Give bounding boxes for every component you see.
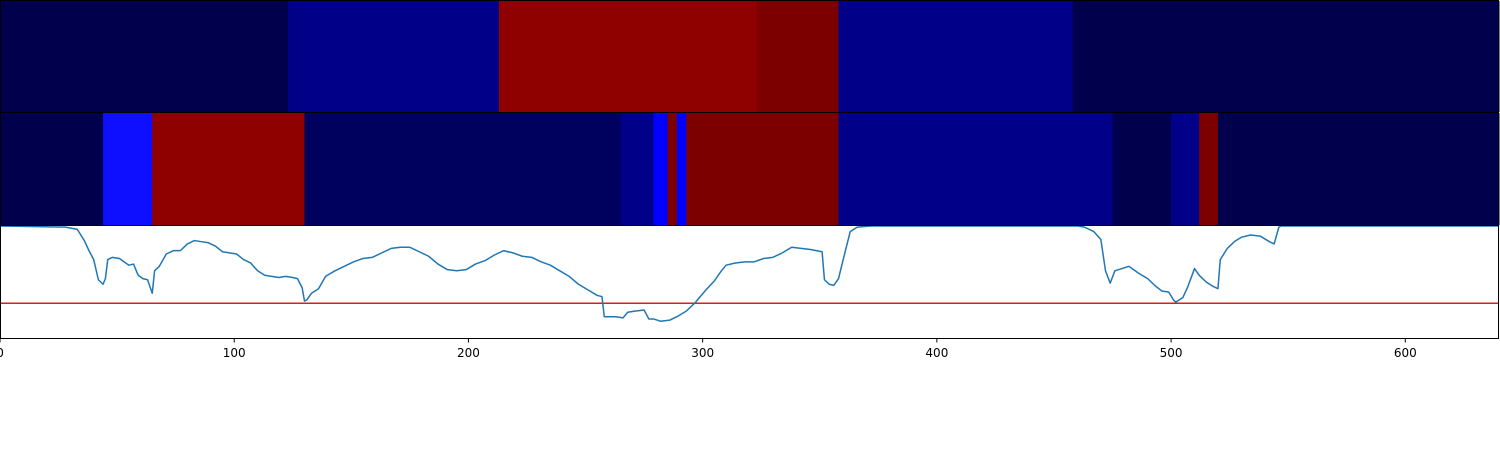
heatmap-segment-row1-12 [1199,113,1219,225]
heatmap-row-top [0,1,1500,112]
heatmap-segment-row1-5 [653,113,669,225]
heatmap-segment-row0-2 [498,1,758,112]
heatmap-segment-row0-5 [1072,1,1500,112]
heatmap-segment-row1-8 [686,113,840,225]
x-tick-label-400: 400 [925,346,948,360]
x-tick-label-500: 500 [1160,346,1183,360]
heatmap-segment-row0-4 [838,1,1074,112]
heatmap-segment-row0-3 [756,1,840,112]
heatmap-segment-row1-3 [304,113,622,225]
heatmap-segment-row1-6 [667,113,678,225]
heatmap-segment-row1-11 [1171,113,1200,225]
x-tick-label-100: 100 [223,346,246,360]
x-tick-label-0: 0 [0,346,4,360]
line-plot-panel [0,225,1499,322]
series-line [0,225,1499,322]
x-tick-label-200: 200 [457,346,480,360]
heatmap-segment-row1-4 [620,113,654,225]
heatmap-segment-row1-9 [838,113,1114,225]
panel-frame-2 [0,225,1499,339]
heatmap-segment-row1-7 [676,113,687,225]
heatmap-segment-row0-1 [288,1,500,112]
x-tick-label-300: 300 [691,346,714,360]
axes-frames [0,0,1499,339]
heatmap-segment-row1-2 [152,113,305,225]
x-tick-label-600: 600 [1394,346,1417,360]
heatmap-segment-row1-13 [1217,113,1500,225]
heatmap-segment-row1-10 [1112,113,1172,225]
heatmap-segment-row1-1 [103,113,153,225]
x-axis: 0 100 200 300 400 500 600 [0,338,1417,360]
heatmap-segment-row0-0 [0,1,289,112]
heatmap-row-middle [0,113,1500,225]
heatmap-segment-row1-0 [0,113,104,225]
